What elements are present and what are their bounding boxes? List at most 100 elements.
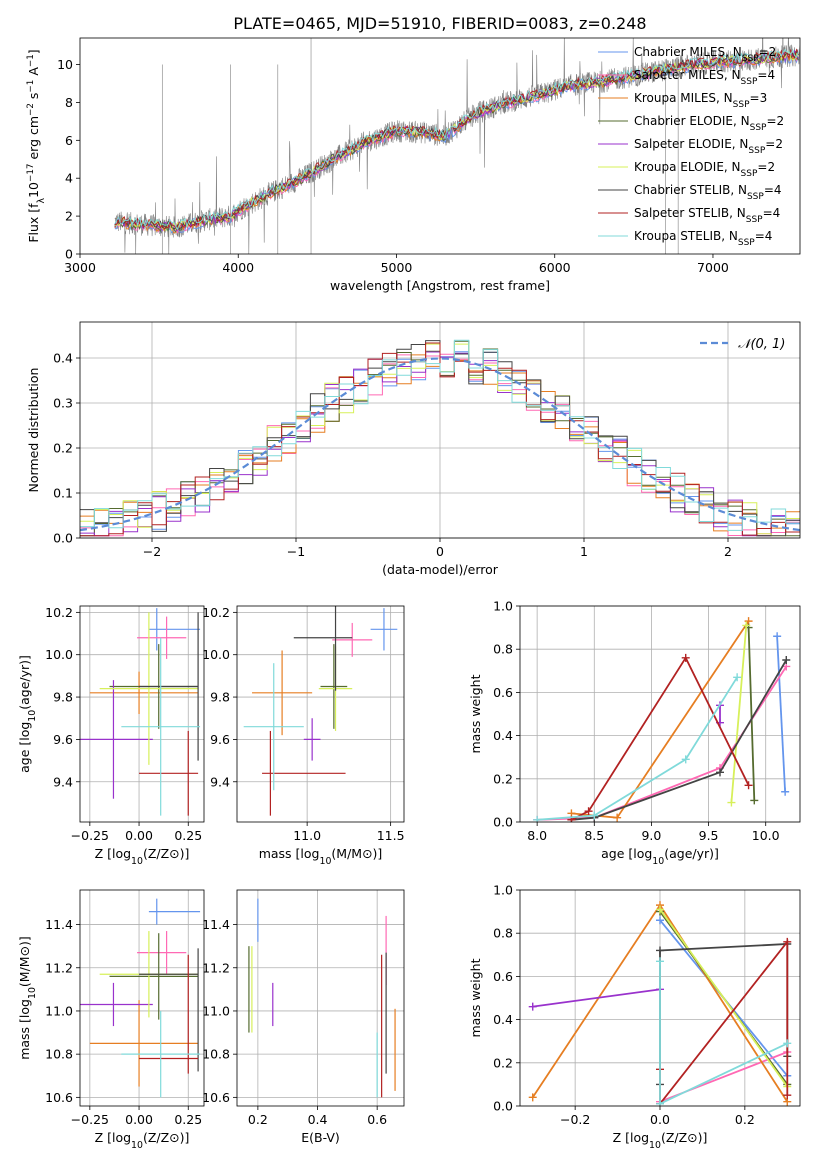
residual-histogram-ks <box>80 339 800 531</box>
y-axis-label-mass-vs-Z: mass [log10(M/M⊙)] <box>17 936 38 1060</box>
y-tick-label: 10 <box>57 57 73 72</box>
weight-marker-cm <box>773 632 782 641</box>
weight-marker-ks <box>533 815 542 822</box>
x-tick-label: 0.2 <box>248 1112 268 1127</box>
axes-age-vs-mass: 11.0 11.5 9.4 9.6 9.8 10.0 10.2 <box>202 605 404 843</box>
weight-line-km <box>571 620 750 819</box>
y-tick-label: 1.0 <box>493 599 513 614</box>
weight-marker-ke <box>656 905 664 914</box>
y-tick-label: 6 <box>65 133 73 148</box>
x-tick-label: 9.0 <box>641 828 661 843</box>
weight-marker-km <box>613 813 622 822</box>
weight-line-ke <box>659 908 789 1088</box>
y-tick-label: 11.0 <box>45 1003 73 1018</box>
weight-line-ks <box>659 961 788 1106</box>
weight-marker-ks <box>656 957 664 966</box>
y-tick-label: 11.4 <box>202 917 230 932</box>
plot-frame-mass-vs-Z <box>79 889 205 1107</box>
axes-mass-vs-Z: −0.25 0.00 0.25 10.6 10.8 11.0 11.2 11.4 <box>45 890 204 1127</box>
plot-frame-massweight-vs-Z <box>519 889 801 1107</box>
y-tick-label: 0.2 <box>53 441 73 456</box>
x-axis-label-mass-vs-ebv: E(B-V) <box>301 1130 340 1145</box>
weight-line-se <box>532 988 661 1008</box>
y-tick-label: 10.0 <box>45 647 73 662</box>
y-tick-label: 11.2 <box>202 960 230 975</box>
x-tick-label: 4000 <box>222 260 254 275</box>
legend-label-ke: Kroupa ELODIE, NSSP=2 <box>634 160 775 179</box>
y-tick-label: 10.2 <box>45 605 73 620</box>
weight-line-sm <box>537 666 788 821</box>
x-tick-label: −2 <box>143 544 161 559</box>
x-tick-label: 0.6 <box>367 1112 387 1127</box>
axes-massweight-vs-Z: −0.2 0.0 0.2 0.0 0.2 0.4 0.6 0.8 1.0 <box>493 883 800 1127</box>
weight-marker-ks <box>733 673 742 682</box>
legend-label-cs: Chabrier STELIB, NSSP=4 <box>634 183 782 202</box>
y-tick-label: 0.4 <box>493 728 513 743</box>
weight-lines-massweight-vs-Z <box>528 901 792 1106</box>
y-tick-label: 11.2 <box>45 960 73 975</box>
x-tick-label: 5000 <box>381 260 413 275</box>
y-tick-label: 0.2 <box>493 1055 513 1070</box>
x-axis-label-residuals: (data-model)/error <box>382 562 499 577</box>
weight-lines-massweight-vs-age <box>533 617 791 822</box>
x-tick-label: 0.00 <box>125 828 153 843</box>
y-axis-label-massweight-vs-age: mass weight <box>468 674 483 753</box>
weight-marker-cm <box>781 787 790 796</box>
y-tick-label: 9.6 <box>53 732 73 747</box>
y-tick-label: 2 <box>65 209 73 224</box>
normal-curve <box>80 357 800 532</box>
x-tick-label: 7000 <box>697 260 729 275</box>
y-tick-label: 0.1 <box>53 486 73 501</box>
weight-marker-ke <box>727 798 736 807</box>
x-tick-label: 1 <box>580 544 588 559</box>
x-tick-label: 0.4 <box>308 1112 328 1127</box>
x-tick-label: −0.25 <box>71 1112 109 1127</box>
weight-line-cs <box>571 659 788 821</box>
weight-marker-ks <box>656 1099 664 1106</box>
errorbars-age-vs-Z <box>80 608 201 816</box>
x-tick-label: 0.2 <box>735 1112 755 1127</box>
y-tick-label: 4 <box>65 171 73 186</box>
y-axis-label-massweight-vs-Z: mass weight <box>468 958 483 1037</box>
y-tick-label: 11.0 <box>202 1003 230 1018</box>
y-axis-label-age-vs-Z: age [log10(age/yr)] <box>17 655 38 773</box>
x-axis-label-age-vs-Z: Z [log10(Z/Z⊙)] <box>95 846 190 867</box>
weight-line-cm <box>776 636 786 792</box>
weight-marker-ss <box>783 1091 792 1100</box>
weight-marker-cs <box>782 656 791 664</box>
plot-frame-massweight-vs-age <box>519 605 801 823</box>
weight-marker-ks <box>590 811 599 820</box>
y-tick-label: 9.4 <box>53 774 73 789</box>
y-tick-label: 0.8 <box>493 642 513 657</box>
y-tick-label: 0.6 <box>493 969 513 984</box>
y-tick-label: 0.0 <box>493 815 513 830</box>
x-tick-label: 11.5 <box>377 828 405 843</box>
y-tick-label: 10.8 <box>45 1047 73 1062</box>
y-tick-label: 1.0 <box>493 883 513 898</box>
y-tick-label: 9.8 <box>53 690 73 705</box>
x-tick-label: 6000 <box>539 260 571 275</box>
weight-marker-cs <box>716 768 724 777</box>
x-tick-label: −0.2 <box>560 1112 590 1127</box>
weight-marker-cs <box>656 946 664 955</box>
weight-line-ke <box>730 625 748 803</box>
y-tick-label: 9.8 <box>210 690 230 705</box>
legend-label-cm: Chabrier MILES, NSSP=2 <box>634 45 776 64</box>
x-tick-label: 9.5 <box>699 828 719 843</box>
errorbars-age-vs-mass <box>243 606 398 816</box>
y-tick-label: 0.0 <box>493 1099 513 1114</box>
x-tick-label: 0.25 <box>174 828 202 843</box>
legend-label-normal: 𝒩(0, 1) <box>738 337 785 352</box>
legend-label-ss: Salpeter STELIB, NSSP=4 <box>634 206 780 225</box>
x-tick-label: −0.25 <box>71 828 109 843</box>
x-tick-label: 8.0 <box>527 828 547 843</box>
plot-frame-residuals <box>79 321 801 539</box>
x-tick-label: 0 <box>436 544 444 559</box>
x-axis-label-mass-vs-Z: Z [log10(Z/Z⊙)] <box>95 1130 190 1151</box>
weight-marker-ss <box>783 937 792 946</box>
residual-histograms <box>80 339 800 537</box>
y-tick-label: 9.6 <box>210 732 230 747</box>
weight-marker-ss <box>584 807 593 816</box>
